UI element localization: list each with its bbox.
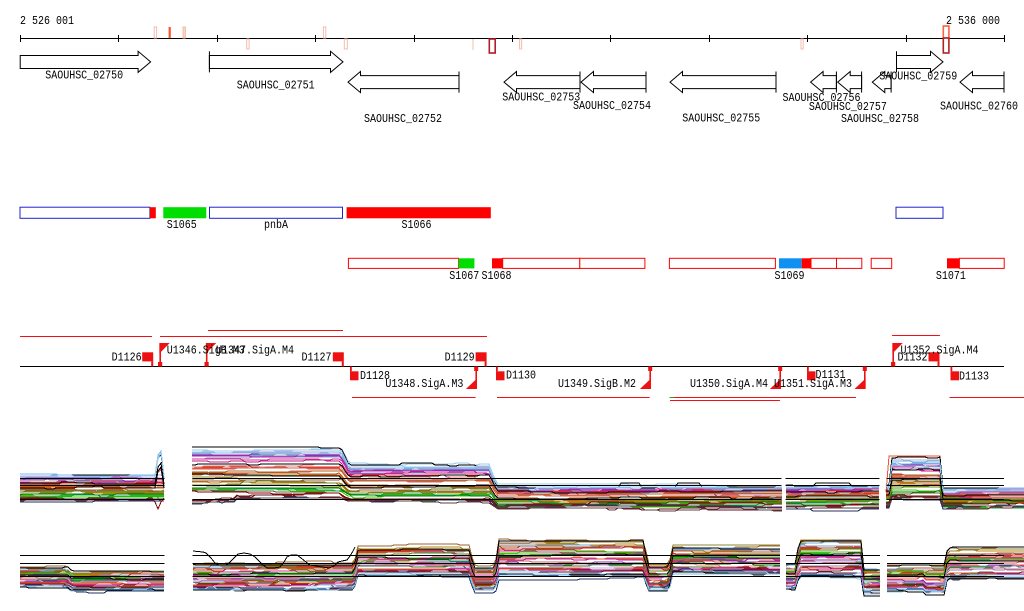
svg-text:D1131: D1131	[816, 369, 846, 382]
svg-text:S1067: S1067	[449, 270, 479, 283]
svg-text:S1069: S1069	[775, 270, 805, 283]
svg-text:SAOUHSC_02760: SAOUHSC_02760	[940, 101, 1018, 114]
svg-text:SAOUHSC_02753: SAOUHSC_02753	[502, 91, 580, 104]
svg-text:U1349.SigB.M2: U1349.SigB.M2	[558, 378, 636, 391]
svg-text:D1133: D1133	[959, 370, 989, 383]
svg-text:D1129: D1129	[445, 352, 475, 365]
svg-text:U1350.SigA.M4: U1350.SigA.M4	[690, 378, 768, 391]
svg-text:U1351.SigA.M3: U1351.SigA.M3	[774, 378, 852, 391]
svg-text:D1126: D1126	[112, 352, 142, 365]
svg-text:U1347.SigA.M4: U1347.SigA.M4	[216, 345, 294, 358]
svg-text:pnbA: pnbA	[264, 219, 288, 232]
svg-text:D1132: D1132	[898, 352, 928, 365]
svg-text:SAOUHSC_02754: SAOUHSC_02754	[573, 100, 651, 113]
svg-text:SAOUHSC_02757: SAOUHSC_02757	[809, 101, 887, 114]
svg-text:U1348.SigA.M3: U1348.SigA.M3	[385, 378, 463, 391]
svg-text:2 526 001: 2 526 001	[20, 15, 74, 28]
svg-text:SAOUHSC_02755: SAOUHSC_02755	[682, 112, 760, 125]
svg-text:D1130: D1130	[506, 370, 536, 383]
svg-text:D1128: D1128	[360, 370, 390, 383]
svg-text:SAOUHSC_02759: SAOUHSC_02759	[879, 71, 957, 84]
svg-text:SAOUHSC_02758: SAOUHSC_02758	[841, 113, 919, 126]
svg-text:S1065: S1065	[167, 219, 197, 232]
svg-text:U1346.SigB.M3: U1346.SigB.M3	[167, 345, 245, 358]
svg-text:SAOUHSC_02752: SAOUHSC_02752	[364, 113, 442, 126]
svg-text:2 536 000: 2 536 000	[946, 15, 1000, 28]
svg-text:SAOUHSC_02756: SAOUHSC_02756	[783, 92, 861, 105]
svg-text:SAOUHSC_02750: SAOUHSC_02750	[45, 70, 123, 83]
svg-text:S1071: S1071	[936, 270, 966, 283]
svg-text:S1066: S1066	[402, 219, 432, 232]
svg-text:SAOUHSC_02751: SAOUHSC_02751	[237, 79, 315, 92]
svg-text:S1068: S1068	[482, 270, 512, 283]
svg-text:U1352.SigA.M4: U1352.SigA.M4	[901, 344, 979, 357]
svg-text:D1127: D1127	[302, 352, 332, 365]
